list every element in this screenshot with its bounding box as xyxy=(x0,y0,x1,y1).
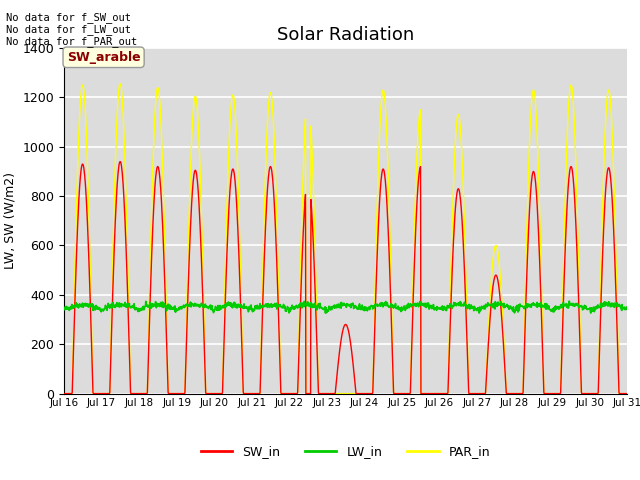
Text: SW_arable: SW_arable xyxy=(67,51,140,64)
Text: No data for f_PAR_out: No data for f_PAR_out xyxy=(6,36,138,47)
Y-axis label: LW, SW (W/m2): LW, SW (W/m2) xyxy=(4,172,17,269)
Text: No data for f_SW_out: No data for f_SW_out xyxy=(6,12,131,23)
Text: No data for f_LW_out: No data for f_LW_out xyxy=(6,24,131,35)
Title: Solar Radiation: Solar Radiation xyxy=(277,25,414,44)
Legend: SW_in, LW_in, PAR_in: SW_in, LW_in, PAR_in xyxy=(196,440,495,463)
